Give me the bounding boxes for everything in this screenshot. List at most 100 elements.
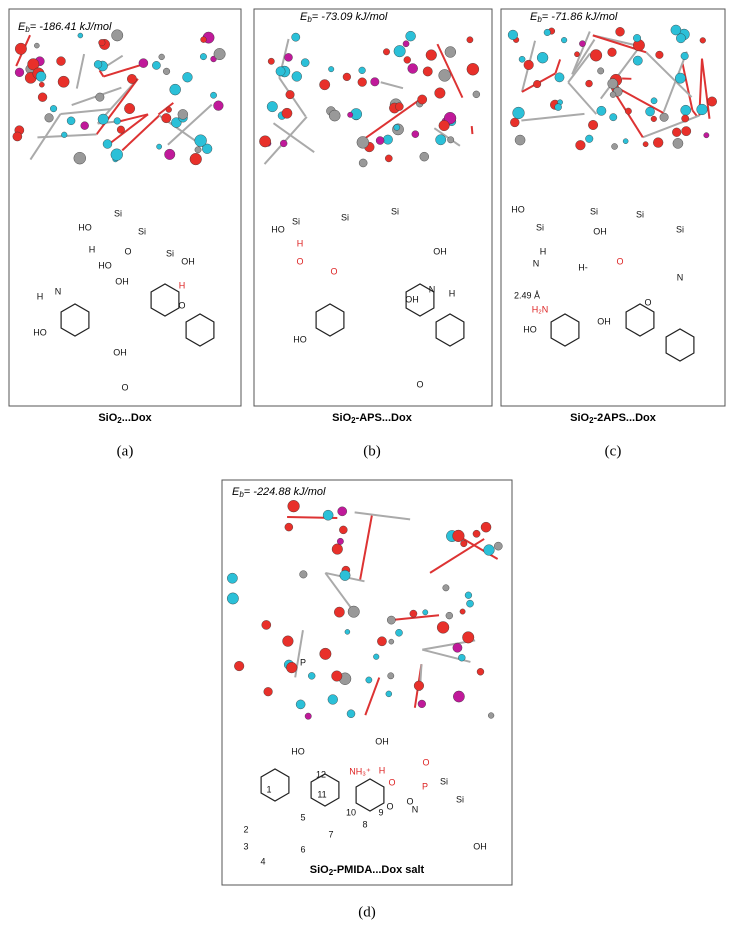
- atom-label: 2: [243, 824, 248, 834]
- atom: [328, 109, 341, 122]
- atom: [622, 138, 629, 144]
- atom: [696, 103, 708, 116]
- atom: [169, 83, 181, 96]
- atom: [164, 148, 176, 160]
- atom-label: H: [379, 765, 386, 775]
- atom-label: O: [406, 796, 413, 806]
- atom: [609, 113, 618, 122]
- atom: [80, 121, 89, 130]
- atom-label: OH: [597, 316, 611, 326]
- atom-label: O: [124, 246, 131, 256]
- atom: [585, 79, 593, 88]
- ring: [150, 283, 180, 317]
- atom-label: OH: [375, 736, 389, 746]
- atom: [182, 72, 193, 83]
- atom: [213, 48, 226, 60]
- atom-label: H: [540, 246, 547, 256]
- ring: [550, 313, 580, 347]
- atom: [50, 105, 58, 113]
- atom: [411, 130, 420, 138]
- atom: [472, 90, 481, 99]
- atom: [387, 672, 395, 680]
- atom-label: N: [55, 286, 62, 296]
- atom-label: O: [422, 757, 429, 767]
- atom: [334, 606, 345, 618]
- atom: [375, 136, 385, 145]
- atom: [44, 113, 54, 123]
- atom: [395, 102, 404, 111]
- atom: [304, 712, 312, 720]
- atom: [56, 56, 66, 66]
- atom-label: Si: [440, 776, 448, 786]
- atom-label: 8: [362, 819, 367, 829]
- bond: [121, 114, 160, 152]
- atom: [422, 609, 429, 616]
- panel-caption: SiO2-PMIDA...Dox salt: [310, 864, 425, 877]
- atom: [177, 109, 189, 120]
- bond: [642, 114, 700, 139]
- atom: [672, 127, 682, 137]
- atom: [554, 103, 562, 111]
- atom: [650, 97, 658, 105]
- atom-label: H: [449, 288, 456, 298]
- ring: [665, 328, 695, 362]
- atom-label: NH₃⁺: [349, 766, 371, 776]
- atom-label: Si: [292, 216, 300, 226]
- atom: [579, 40, 586, 47]
- atom: [597, 67, 605, 75]
- atom: [624, 107, 632, 115]
- atom: [35, 71, 47, 82]
- atom: [453, 690, 465, 703]
- atom: [27, 58, 40, 71]
- energy-symbol: E: [300, 11, 308, 23]
- ring: [435, 313, 465, 347]
- atom: [645, 106, 655, 117]
- atom: [295, 699, 306, 710]
- bond: [95, 78, 139, 135]
- bond: [167, 103, 213, 146]
- atom: [402, 40, 410, 48]
- atom-label: 5: [300, 812, 305, 822]
- atom: [200, 36, 207, 43]
- bond: [571, 31, 591, 75]
- atom: [98, 39, 106, 47]
- bond: [521, 112, 585, 122]
- atom: [655, 50, 664, 59]
- panel-caption: SiO2-APS...Dox: [332, 412, 413, 425]
- atom: [681, 126, 692, 137]
- atom: [607, 78, 619, 89]
- atom-label: Si: [456, 794, 464, 804]
- binding-energy: Eb= -71.86 kJ/mol: [530, 11, 618, 24]
- atom-label: O: [296, 256, 303, 266]
- atom: [533, 80, 542, 89]
- atom-label: OH: [181, 256, 195, 266]
- atom: [458, 654, 466, 662]
- energy-value: = -224.88 kJ/mol: [244, 486, 326, 498]
- atom-label: OH: [433, 246, 447, 256]
- bond: [681, 62, 694, 111]
- atom: [438, 120, 450, 132]
- ring: [60, 303, 90, 337]
- panel-frame: [500, 8, 726, 407]
- atom: [111, 29, 124, 42]
- atom: [266, 101, 278, 113]
- atom-label: Si: [636, 209, 644, 219]
- bond: [390, 614, 440, 622]
- atom: [227, 572, 238, 584]
- atom: [213, 100, 224, 111]
- bond: [599, 45, 641, 100]
- atom: [344, 629, 351, 635]
- atom-label: HO: [33, 327, 47, 337]
- panel-caption: SiO2...Dox: [98, 412, 152, 425]
- atom: [284, 53, 293, 62]
- atom: [202, 143, 213, 154]
- atom: [34, 42, 40, 49]
- atom: [383, 48, 390, 56]
- atom: [413, 680, 424, 691]
- ring: [310, 773, 340, 807]
- atom: [267, 57, 275, 65]
- bond: [571, 38, 596, 75]
- bond: [60, 108, 111, 116]
- atom: [113, 117, 121, 125]
- atom: [127, 74, 137, 84]
